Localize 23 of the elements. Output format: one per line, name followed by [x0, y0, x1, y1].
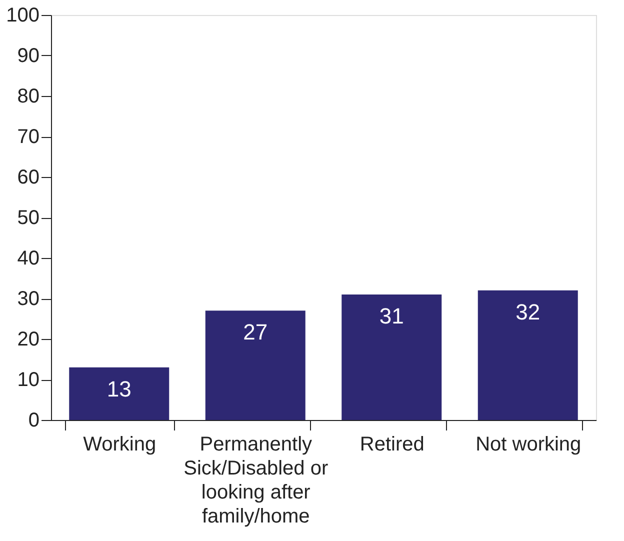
- y-tick-label: 10: [17, 369, 40, 391]
- y-tick-label: 50: [17, 207, 40, 229]
- data-label: 31: [379, 303, 404, 328]
- x-tick-label: Permanently Sick/Disabled or looking after family/home: [184, 434, 328, 528]
- y-tick-label: 70: [17, 126, 40, 148]
- x-tick-label: Not working: [476, 434, 582, 456]
- y-tick-label: 0: [28, 410, 40, 432]
- y-tick-label: 60: [17, 166, 40, 188]
- bar: [205, 310, 306, 420]
- y-tick-label: 20: [17, 328, 40, 350]
- y-tick-label: 90: [17, 45, 40, 67]
- y-tick-label: 80: [17, 86, 40, 108]
- x-tick-label: Working: [83, 434, 156, 456]
- data-label: 13: [106, 376, 132, 402]
- bar: [342, 294, 442, 420]
- data-label: 32: [516, 299, 540, 324]
- y-tick-label: 30: [17, 288, 40, 310]
- bar: [69, 367, 170, 420]
- bar: [478, 290, 578, 420]
- data-label: 27: [243, 320, 268, 345]
- y-tick-label: 100: [6, 4, 40, 26]
- y-tick-label: 40: [17, 248, 40, 270]
- x-tick-label: Retired: [360, 434, 424, 456]
